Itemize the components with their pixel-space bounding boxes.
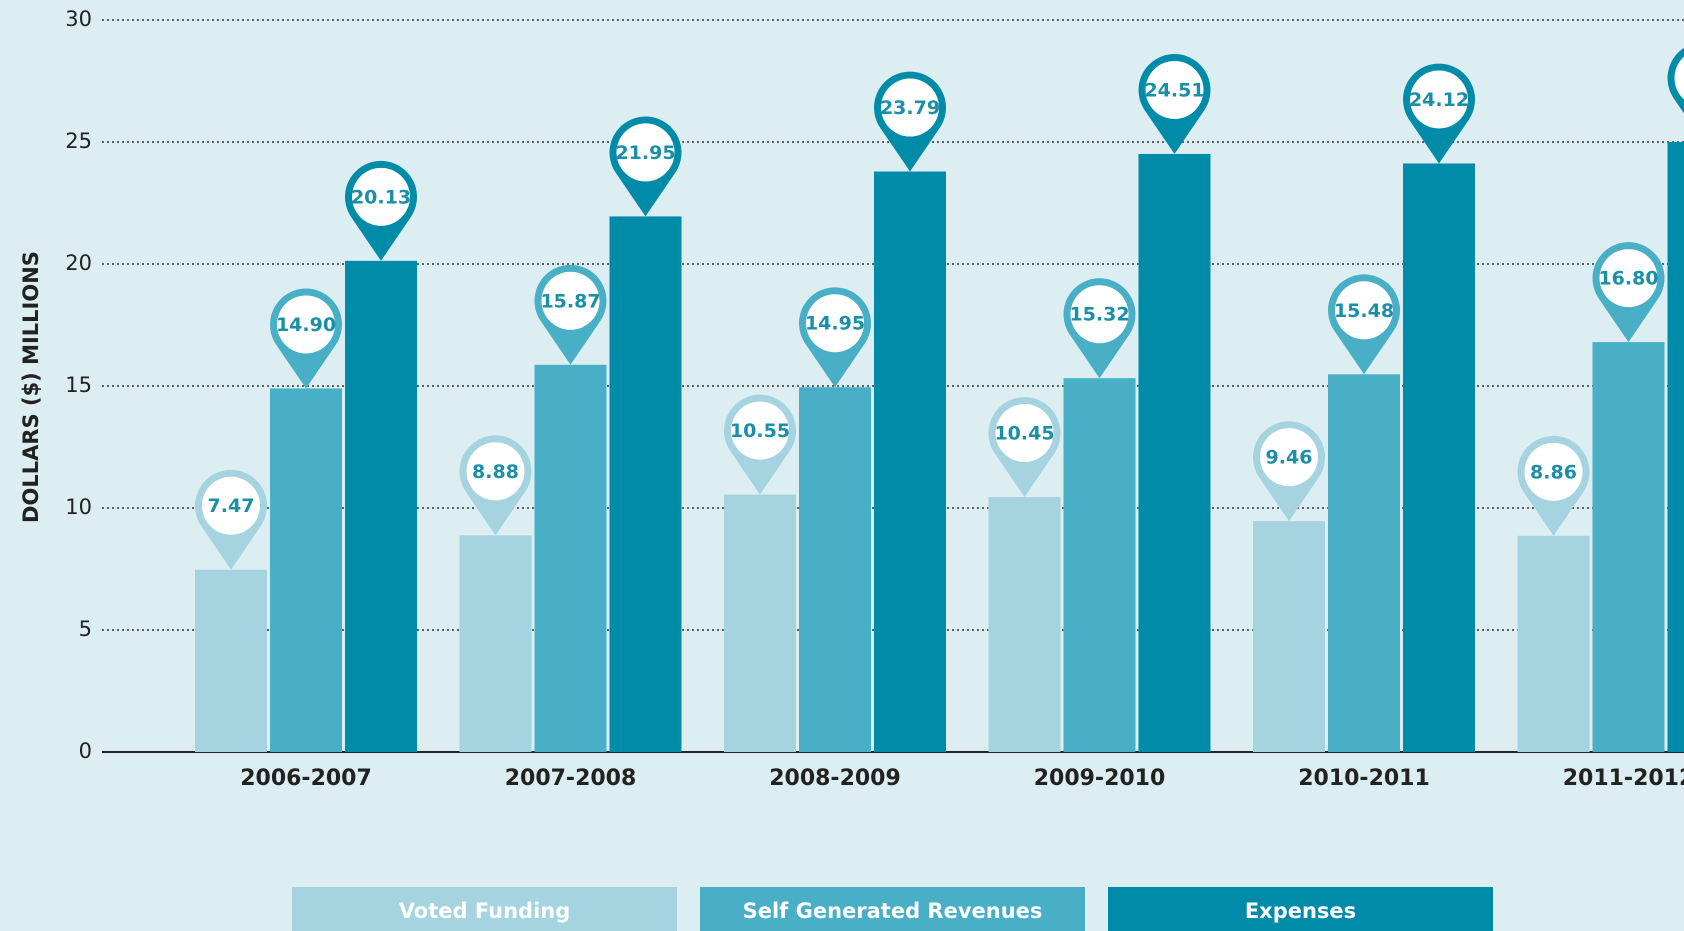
pin-face [202, 476, 260, 535]
pin-face [466, 442, 525, 501]
x-tick-label: 2006-2007 [240, 766, 372, 791]
value-label: 10.45 [994, 423, 1054, 445]
y-tick-label: 10 [65, 495, 92, 519]
x-tick-label: 2011-2012 [1563, 766, 1684, 791]
bar [724, 494, 796, 752]
pin-face [806, 294, 864, 353]
value-label: 15.87 [540, 290, 600, 312]
bar [1667, 142, 1684, 752]
legend-label: Voted Funding [399, 899, 571, 923]
value-label: 24.12 [1409, 89, 1469, 111]
pin-face [1674, 56, 1684, 100]
value-label: 14.90 [276, 314, 336, 336]
value-label: 20.13 [351, 186, 411, 208]
value-label: 10.55 [730, 420, 790, 442]
bar [799, 387, 871, 752]
legend-swatch [1108, 887, 1493, 931]
bar [1328, 374, 1400, 752]
bar [1253, 521, 1325, 752]
pin-face [1260, 428, 1318, 487]
pin-face [995, 404, 1054, 463]
legend-swatch [700, 887, 1085, 931]
value-label: 21.95 [615, 142, 675, 164]
y-tick-label: 30 [65, 7, 92, 31]
pin-face [1335, 281, 1393, 340]
pin-face [731, 401, 789, 460]
pin-face [616, 123, 675, 182]
pin-face [352, 167, 410, 226]
value-label: 16.80 [1598, 268, 1658, 290]
y-tick-label: 5 [79, 617, 92, 641]
y-axis-label: DOLLARS ($) MILLIONS [19, 251, 43, 523]
value-label: 8.88 [472, 461, 519, 483]
bar [988, 497, 1061, 752]
bar [1403, 163, 1475, 753]
x-tick-label: 2007-2008 [505, 766, 637, 791]
bar [1517, 535, 1590, 752]
bar [874, 171, 946, 753]
pin-face [1410, 70, 1468, 129]
bar [459, 535, 532, 752]
pin-face [1599, 249, 1658, 308]
value-label: 7.47 [208, 495, 255, 517]
bar [534, 364, 607, 752]
pin-face [541, 271, 600, 330]
bar [345, 260, 417, 752]
y-tick-label: 25 [65, 129, 92, 153]
legend-label: Expenses [1245, 899, 1356, 923]
pin-face [1524, 442, 1583, 501]
value-label: 24.51 [1144, 79, 1204, 101]
value-label: 9.46 [1266, 447, 1313, 469]
bar [1138, 153, 1211, 752]
value-label: 14.95 [805, 313, 865, 335]
value-label: 23.79 [880, 97, 940, 119]
value-label: 15.48 [1334, 300, 1394, 322]
x-tick-label: 2008-2009 [769, 766, 901, 791]
bar [609, 216, 682, 753]
y-tick-label: 20 [65, 251, 92, 275]
legend-label: Self Generated Revenues [743, 899, 1043, 923]
value-label: 15.32 [1069, 304, 1129, 326]
value-label: 8.86 [1530, 461, 1577, 483]
pin-face [1145, 60, 1204, 119]
x-tick-label: 2009-2010 [1034, 766, 1166, 791]
bar [195, 569, 267, 752]
bar [270, 388, 342, 752]
bar [1592, 342, 1665, 752]
legend-swatch [292, 887, 677, 931]
pin-face [881, 78, 939, 137]
pin-face [1070, 285, 1129, 344]
x-tick-label: 2010-2011 [1298, 766, 1430, 791]
y-tick-label: 15 [65, 373, 92, 397]
bar [1063, 378, 1136, 752]
y-tick-label: 0 [79, 739, 92, 763]
pin-face [277, 295, 335, 354]
